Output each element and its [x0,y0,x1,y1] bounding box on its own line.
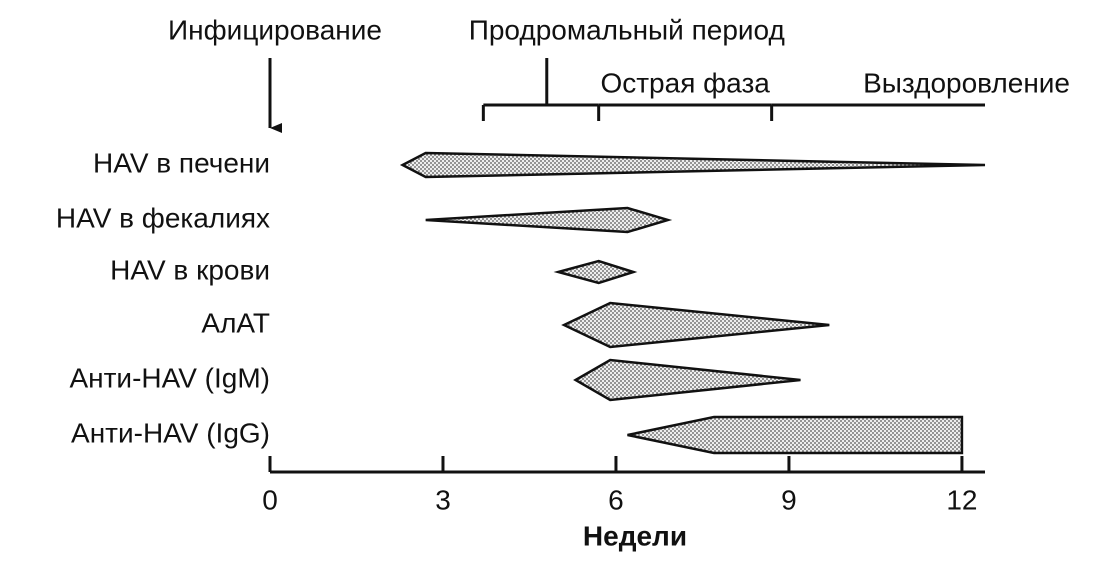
row-label: HAV в печени [93,147,270,178]
row-label: АлАТ [201,307,270,338]
row-label: HAV в крови [110,254,270,285]
row-label: Анти-HAV (IgM) [69,362,270,393]
x-tick-label: 9 [781,484,797,515]
phase-label: Продромальный период [469,14,785,45]
row-label: Анти-HAV (IgG) [71,417,270,448]
row-label: HAV в фекалиях [56,202,270,233]
phase-label: Инфицирование [168,14,382,45]
range-shape [573,358,801,402]
range-shape [627,415,964,455]
range-shape [561,301,830,349]
range-shape [553,259,638,285]
range-shape [425,206,673,234]
phase-label: Выздоровление [863,67,1070,98]
x-axis-label: Недели [583,520,687,551]
x-tick-label: 0 [262,484,278,515]
x-tick-label: 12 [946,484,977,515]
phase-label: Острая фаза [600,67,770,98]
x-tick-label: 6 [608,484,624,515]
x-tick-label: 3 [435,484,451,515]
range-shape [399,151,986,179]
